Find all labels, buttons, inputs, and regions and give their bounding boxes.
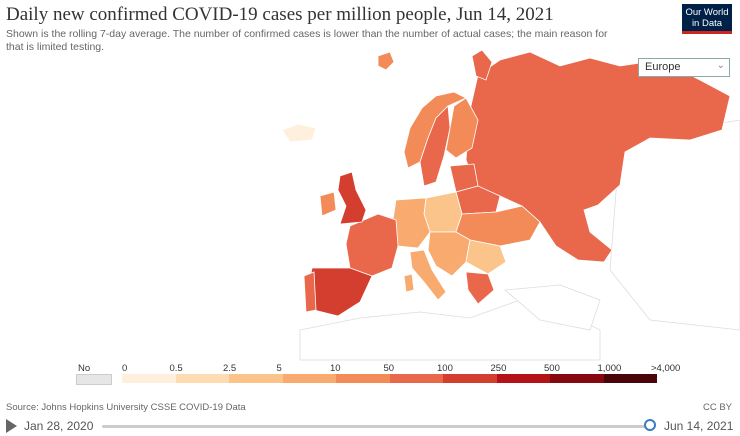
legend-bin-label: >4,000 [651,363,681,374]
region-select[interactable]: Europe ⌄ [638,58,730,77]
country-ireland[interactable] [319,191,337,217]
country-novaya[interactable] [471,49,493,81]
country-italy[interactable] [409,249,447,301]
legend-bin-swatch[interactable] [229,374,283,383]
legend-bin-label: 2.5 [223,363,237,374]
legend-bin-label: 50 [383,363,395,374]
europe-map [281,49,740,361]
country-balkans[interactable] [427,231,471,277]
legend-bin-label: 250 [490,363,507,374]
legend-bin-swatch[interactable] [282,374,336,383]
legend-bin-label: 0 [122,363,128,374]
country-spain[interactable] [307,267,373,317]
country-romania[interactable] [465,239,507,275]
timeline-track[interactable] [102,425,650,428]
timeline-handle[interactable] [644,419,656,431]
source-note: Source: Johns Hopkins University CSSE CO… [6,402,246,413]
legend-bin-swatch[interactable] [175,374,229,383]
legend-bin-swatch[interactable] [603,374,657,383]
logo-line-2: in Data [691,18,723,29]
timeline-end-label: Jun 14, 2021 [664,419,734,433]
legend-bin-swatch[interactable] [443,374,497,383]
country-france[interactable] [345,213,399,277]
middle-east [504,284,601,331]
legend-bin-label: 0.5 [169,363,183,374]
legend-bin-swatch[interactable] [496,374,550,383]
legend-bin-label: 100 [437,363,453,374]
legend-bin-swatch[interactable] [389,374,443,383]
legend-bin-label: 500 [544,363,560,374]
country-norway[interactable] [403,91,467,169]
region-select-value: Europe [645,61,681,73]
country-sardinia[interactable] [403,273,415,293]
asia-east [609,119,740,331]
legend-bin-swatch[interactable] [122,374,176,383]
owid-logo[interactable]: Our World in Data [682,4,732,34]
legend-bin-label: 5 [276,363,282,374]
country-greece[interactable] [465,271,495,305]
country-finland[interactable] [445,97,479,159]
play-icon[interactable] [6,419,17,433]
chart-subtitle: Shown is the rolling 7-day average. The … [6,28,608,53]
country-poland[interactable] [423,191,463,233]
chart-title: Daily new confirmed COVID-19 cases per m… [6,4,554,25]
logo-accent-bar [682,31,732,34]
timeline-start-label: Jan 28, 2020 [24,419,94,433]
legend-bin-swatch[interactable] [550,374,604,383]
legend-no-data-swatch [76,374,112,385]
chevron-down-icon: ⌄ [716,60,725,71]
license-label[interactable]: CC BY [702,402,732,413]
timeline: Jan 28, 2020 Jun 14, 2021 [0,414,740,436]
legend-bin-label: 1,000 [597,363,622,374]
legend-bin-label: 10 [330,363,341,374]
logo-line-1: Our World [685,7,729,18]
country-iceland[interactable] [281,123,317,143]
country-svalbard[interactable] [377,51,395,71]
legend-bin-swatch[interactable] [336,374,390,383]
country-portugal[interactable] [303,271,317,313]
country-uk[interactable] [337,171,367,225]
